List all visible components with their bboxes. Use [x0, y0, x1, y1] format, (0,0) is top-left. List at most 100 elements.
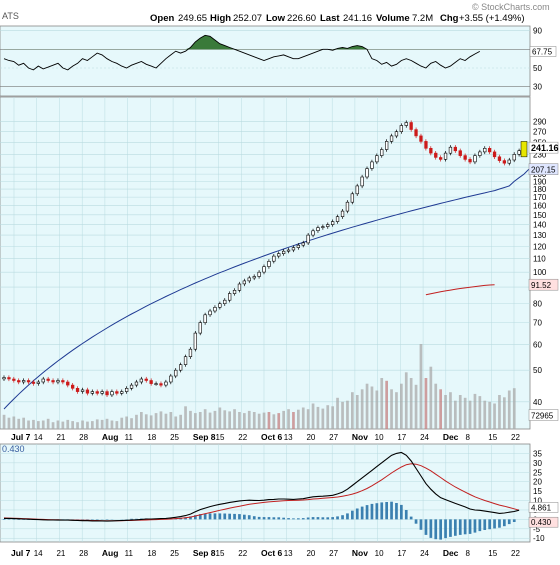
candle-body [204, 315, 207, 323]
volume-bar [469, 401, 472, 429]
candle-body [326, 225, 329, 227]
price-tick-label: 40 [533, 398, 542, 407]
macd-histogram-bar [351, 511, 354, 520]
candle-body [8, 378, 11, 380]
candle-body [454, 147, 457, 151]
volume-bar [209, 413, 212, 429]
candle-body [120, 392, 123, 394]
candle-body [434, 153, 437, 157]
macd-histogram-bar [390, 502, 393, 520]
price-tick-label: 160 [533, 202, 547, 211]
price-tick-label: 80 [533, 300, 542, 309]
volume-bar [474, 394, 477, 429]
candle-body [380, 150, 383, 156]
price-tick-label: 110 [533, 255, 546, 264]
candle-body [498, 157, 501, 161]
candle-body [184, 357, 187, 365]
price-x-tick-label: 20 [306, 433, 315, 442]
candle-body [243, 281, 246, 284]
ma-fast-label: 91.52 [531, 281, 552, 290]
macd-histogram-bar [420, 519, 423, 529]
low-value: 226.60 [287, 13, 316, 24]
macd-histogram-bar [204, 514, 207, 520]
macd-x-tick-label: 11 [125, 549, 134, 558]
candle-body [464, 156, 467, 160]
candle-body [62, 381, 65, 383]
candle-body [209, 311, 212, 315]
last-label: Last [320, 13, 340, 24]
macd-histogram-bar [415, 519, 418, 523]
candle-body [160, 384, 163, 386]
candle-body [287, 250, 290, 251]
volume-bar [223, 410, 226, 429]
candle-body [130, 385, 133, 388]
candle-body [219, 304, 222, 308]
volume-bar [189, 411, 192, 429]
rsi-tick-label: 90 [533, 27, 542, 36]
macd-histogram-bar [493, 519, 496, 528]
price-tick-label: 100 [533, 268, 547, 277]
macd-histogram-bar [371, 504, 374, 520]
volume-bar [420, 344, 423, 429]
candle-body [292, 248, 295, 250]
volume-bar [174, 417, 177, 430]
macd-histogram-bar [277, 517, 280, 519]
open-label: Open [150, 13, 174, 24]
candle-body [439, 158, 442, 160]
macd-histogram-bar [312, 517, 315, 519]
volume-bar [81, 421, 84, 430]
macd-histogram-bar [243, 515, 246, 520]
candle-body [405, 123, 408, 126]
candle-body [42, 379, 45, 382]
macd-histogram-bar [400, 505, 403, 520]
macd-histogram-bar [302, 518, 305, 519]
macd-histogram-bar [248, 515, 251, 519]
volume-bar [317, 407, 320, 429]
volume-bar [361, 389, 364, 429]
macd-histogram-bar [297, 518, 300, 519]
volume-bar [390, 389, 393, 429]
price-x-tick-label: 24 [420, 433, 429, 442]
volume-bar [493, 404, 496, 430]
price-x-tick-label: 22 [238, 433, 247, 442]
volume-bar [292, 412, 295, 429]
macd-x-tick-label: 20 [306, 549, 315, 558]
volume-bar [405, 372, 408, 429]
high-value: 252.07 [233, 13, 262, 24]
macd-histogram-bar [238, 514, 241, 519]
price-tick-label: 270 [533, 128, 547, 137]
macd-tick-label: 35 [533, 449, 542, 458]
candle-body [268, 261, 271, 266]
candle-body [214, 307, 217, 311]
volume-bar [179, 415, 182, 429]
macd-x-tick-label: 27 [329, 549, 338, 558]
macd-histogram-bar [395, 503, 398, 519]
macd-tick-label: -10 [533, 534, 545, 543]
price-last-label: 241.16 [531, 143, 559, 153]
macd-histogram-bar [223, 514, 226, 520]
macd-x-tick-label: 14 [34, 549, 43, 558]
volume-bar [101, 420, 104, 429]
price-tick-label: 140 [533, 221, 547, 230]
volume-bar [17, 419, 20, 429]
macd-histogram-bar [219, 513, 222, 519]
candle-body [223, 300, 226, 304]
macd-x-tick-label: Nov [352, 548, 368, 558]
macd-histogram-bar [459, 519, 462, 535]
volume-bar [140, 412, 143, 429]
candle-body [336, 217, 339, 222]
candle-body [415, 130, 418, 136]
volume-bar [385, 381, 388, 429]
volume-bar [52, 422, 55, 429]
macd-histogram-bar [508, 519, 511, 524]
volume-bar [263, 413, 266, 429]
volume-bar [336, 398, 339, 429]
price-x-tick-label: 11 [125, 433, 134, 442]
volume-bar [228, 411, 231, 429]
price-tick-label: 290 [533, 118, 547, 127]
candle-body [71, 385, 74, 388]
volume-bar [32, 420, 35, 429]
high-label: High [210, 13, 231, 24]
volume-bar [508, 391, 511, 430]
volume-bar [170, 412, 173, 429]
